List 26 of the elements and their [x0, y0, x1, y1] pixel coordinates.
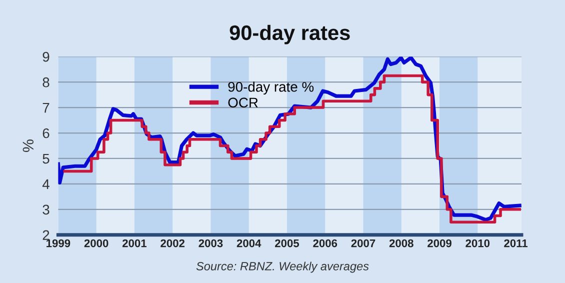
- x-tick-label: 2006: [313, 239, 338, 248]
- legend-label: OCR: [228, 98, 258, 108]
- x-tick-label: 2009: [428, 239, 452, 248]
- y-tick-label: 7: [42, 103, 50, 113]
- y-tick-label: 6: [42, 128, 50, 138]
- x-tick-label: 2008: [389, 239, 414, 248]
- y-tick-label: 5: [42, 154, 50, 164]
- y-tick-label: 3: [42, 204, 50, 215]
- source-note: Source: RBNZ. Weekly averages: [196, 262, 369, 273]
- chart-title: 90-day rates: [230, 24, 350, 44]
- y-tick-label: 4: [42, 179, 50, 189]
- x-tick-label: 2010: [466, 239, 490, 248]
- x-tick-label: 2005: [275, 239, 300, 248]
- x-tick-label: 1999: [46, 239, 70, 248]
- x-tick-label: 2011: [504, 239, 528, 248]
- x-tick-label: 2002: [160, 239, 185, 248]
- x-tick-label: 2003: [198, 239, 223, 248]
- y-axis-title: %: [22, 139, 34, 152]
- x-tick-label: 2004: [236, 239, 262, 248]
- y-tick-label: 8: [42, 77, 50, 88]
- x-tick-label: 2007: [351, 239, 376, 248]
- x-tick-label: 2000: [84, 239, 108, 248]
- legend-label: 90-day rate %: [228, 82, 314, 95]
- y-tick-label: 2: [42, 230, 50, 240]
- y-tick-label: 9: [42, 52, 50, 62]
- x-tick-label: 2001: [122, 239, 147, 248]
